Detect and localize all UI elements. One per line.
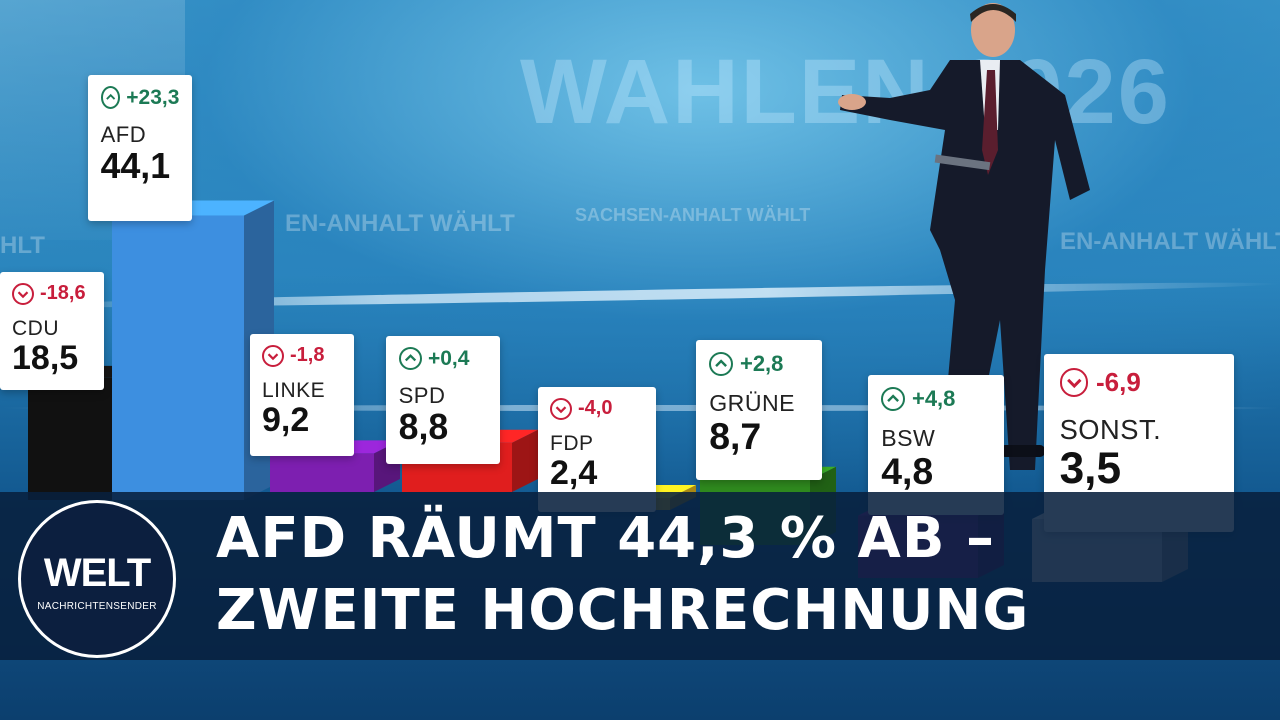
party-label: SPD [398, 383, 446, 409]
change-row: -1,8 [262, 344, 342, 367]
bar-afd [112, 215, 244, 500]
wall-subtitle: EN-ANHALT WÄHLT [1060, 228, 1280, 255]
bar-cdu [28, 377, 120, 500]
value-card-spd: +0,4 SPD 8,8 [386, 336, 500, 464]
chevron-down-icon [262, 344, 284, 367]
change-label: +0,4 [427, 346, 470, 370]
change-label: -6,9 [1095, 367, 1141, 397]
party-label: CDU [12, 317, 59, 340]
chevron-up-icon [100, 85, 120, 110]
vote-share-label: 8,8 [398, 407, 449, 448]
chevron-up-icon [398, 346, 422, 371]
welt-logo: WELT NACHRICHTENSENDER [18, 500, 176, 658]
change-row: +23,3 [100, 85, 180, 110]
chevron-down-icon [1059, 368, 1089, 397]
change-label: -4,0 [578, 397, 613, 419]
chevron-up-icon [709, 351, 734, 377]
presenter-figure [838, 3, 1090, 470]
chevron-down-icon [550, 397, 572, 420]
logo-wordmark: WELT [43, 551, 151, 595]
change-label: +2,8 [739, 351, 784, 376]
wall-subtitle: EN-ANHALT WÄHLT [285, 210, 515, 237]
party-label: SONST. [1059, 413, 1162, 445]
headline-line-1: AFD RÄUMT 44,3 % AB – [216, 506, 995, 571]
change-row: +4,8 [881, 386, 991, 412]
change-row: +0,4 [398, 346, 488, 371]
change-row: -18,6 [12, 282, 92, 305]
bar-linke [270, 453, 374, 492]
value-card-cdu: -18,6 CDU 18,5 [0, 272, 104, 390]
party-label: GRÜNE [709, 390, 796, 417]
wall-subtitle: SACHSEN-ANHALT WÄHLT [575, 205, 811, 225]
wall-subtitle: HLT [0, 232, 45, 259]
vote-share-label: 8,7 [709, 415, 762, 458]
logo-subtitle: NACHRICHTENSENDER [37, 601, 157, 612]
value-card-linke: -1,8 LINKE 9,2 [250, 334, 354, 456]
change-label: -18,6 [40, 282, 86, 304]
value-card-fdp: -4,0 FDP 2,4 [538, 387, 656, 512]
vote-share-label: 18,5 [12, 339, 79, 377]
change-row: +2,8 [709, 351, 809, 377]
chevron-up-icon [881, 386, 906, 412]
chevron-down-icon [12, 282, 34, 305]
vote-share-label: 44,1 [100, 146, 171, 187]
vote-share-label: 3,5 [1059, 443, 1122, 493]
vote-share-label: 2,4 [550, 454, 598, 492]
change-label: +4,8 [911, 386, 956, 411]
party-label: AFD [100, 122, 147, 148]
change-row: -6,9 [1059, 367, 1219, 398]
lower-third-band [0, 492, 1280, 660]
value-card-bsw: +4,8 BSW 4,8 [868, 375, 1004, 515]
bar-side [512, 429, 538, 492]
value-card-grüne: +2,8 GRÜNE 8,7 [696, 340, 822, 480]
change-label: +23,3 [126, 85, 180, 109]
party-label: LINKE [262, 379, 326, 402]
vote-share-label: 9,2 [262, 401, 310, 439]
headline-line-2: ZWEITE HOCHRECHNUNG [216, 578, 1030, 643]
vote-share-label: 4,8 [881, 450, 934, 493]
change-label: -1,8 [290, 344, 325, 366]
value-card-afd: +23,3 AFD 44,1 [88, 75, 192, 221]
party-label: FDP [550, 432, 594, 455]
party-label: BSW [881, 425, 936, 452]
change-row: -4,0 [550, 397, 644, 420]
